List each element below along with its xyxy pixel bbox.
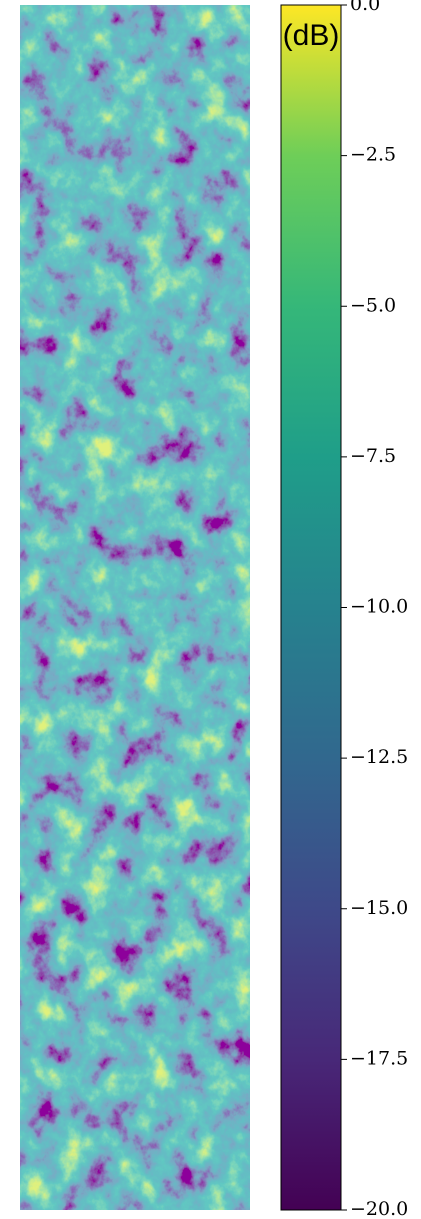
y-tick-label: −2.5 — [350, 144, 396, 166]
sar-image — [20, 5, 250, 1210]
y-tick-label: −5.0 — [350, 294, 396, 316]
y-tick-label: 0.0 — [350, 0, 380, 15]
figure: (dB) 0.0 −2.5 −5.0 −7.5 −10.0 −12.5 −15.0 −17.5… — [0, 0, 421, 1219]
y-tick-label: −7.5 — [350, 445, 396, 467]
y-tick-label: −15.0 — [350, 897, 408, 919]
y-tick-label: −12.5 — [350, 746, 408, 768]
y-tick-label: −20.0 — [350, 1198, 408, 1219]
colorbar — [281, 5, 341, 1210]
y-tick-label: −17.5 — [350, 1047, 408, 1069]
colorbar-label: (dB) — [283, 19, 340, 52]
y-tick-label: −10.0 — [350, 596, 408, 618]
